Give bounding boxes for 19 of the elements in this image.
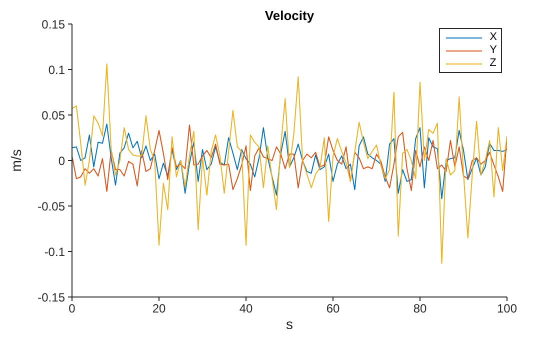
chart-title: Velocity	[264, 8, 316, 23]
x-tick-label: 20	[152, 302, 166, 316]
legend-label: Z	[490, 57, 496, 70]
legend-label: Y	[490, 44, 497, 57]
x-tick-label: 0	[68, 302, 76, 316]
x-axis-title: s	[286, 316, 293, 332]
legend-label: X	[490, 31, 497, 44]
y-tick-label: 0.1	[48, 62, 66, 77]
y-axis-title: m/s	[8, 149, 24, 172]
y-tick-label: 0.05	[42, 108, 66, 122]
y-tick-label: 0	[58, 154, 66, 168]
x-tick-label: 80	[413, 302, 427, 316]
y-tick-label: -0.15	[38, 290, 66, 304]
y-tick-label: -0.05	[38, 199, 66, 214]
y-tick-label: 0.15	[42, 17, 66, 32]
x-tick-label: 40	[239, 302, 253, 316]
x-tick-label: 60	[326, 302, 340, 316]
x-tick-label: 100	[496, 302, 518, 316]
y-tick-label: -0.1	[44, 244, 66, 259]
